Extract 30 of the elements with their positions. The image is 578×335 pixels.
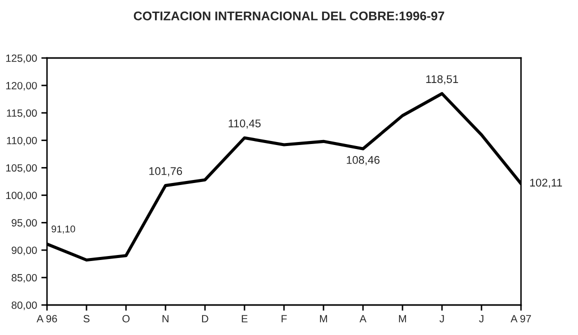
x-tick-label: J <box>440 315 444 322</box>
x-tick-label: J <box>479 315 484 322</box>
x-tick-label: E <box>242 315 248 322</box>
y-tick-label: 120,00 <box>6 82 37 91</box>
y-tick-label: 85,00 <box>12 274 37 283</box>
data-label: 108,46 <box>346 156 380 166</box>
x-tick-label: F <box>282 315 287 322</box>
y-tick-label: 95,00 <box>12 219 37 228</box>
chart-title: COTIZACION INTERNACIONAL DEL COBRE:1996-97 <box>134 12 444 20</box>
data-label: 118,51 <box>426 75 458 84</box>
y-tick-label: 115,00 <box>6 109 37 118</box>
y-tick-label: 90,00 <box>12 246 37 256</box>
x-tick-label: A 96 <box>36 314 57 322</box>
y-tick-label: 80,00 <box>12 302 37 310</box>
y-tick-label: 105,00 <box>6 164 37 173</box>
x-tick-label: A <box>360 315 366 322</box>
x-tick-label: N <box>162 315 168 322</box>
data-label: 110,45 <box>228 119 261 129</box>
y-tick-label: 110,00 <box>6 136 37 146</box>
x-tick-label: O <box>122 314 130 322</box>
x-tick-label: A 97 <box>510 314 531 322</box>
y-tick-label: 100,00 <box>6 192 37 200</box>
data-label: 91,10 <box>52 226 76 234</box>
x-tick-label: M <box>320 315 327 322</box>
data-label: 102,11 <box>530 178 562 188</box>
data-label: 101,76 <box>149 167 182 176</box>
x-tick-label: M <box>399 315 406 322</box>
x-tick-label: D <box>202 315 208 322</box>
x-tick-label: S <box>84 314 90 322</box>
y-tick-label: 125,00 <box>6 54 37 64</box>
